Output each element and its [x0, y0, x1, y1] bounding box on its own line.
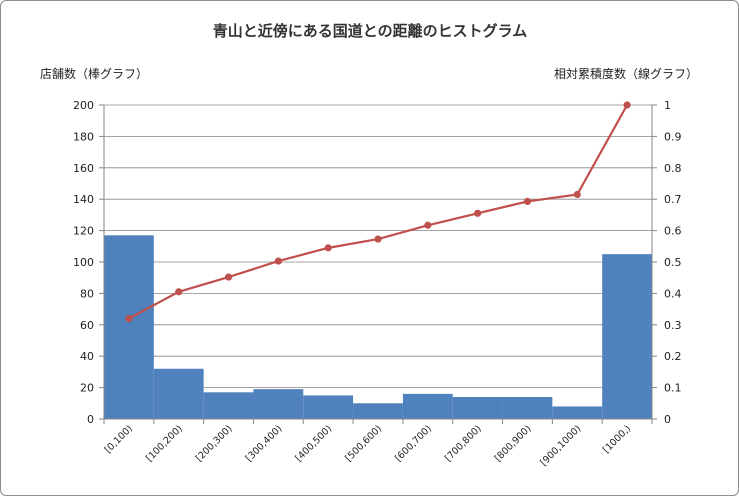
bar	[253, 389, 304, 419]
line-point	[523, 197, 532, 205]
line-point	[374, 235, 382, 243]
bar	[303, 395, 354, 419]
left-tick-labels: 0 20 40 60 80 100 120 140 160 180 200	[73, 99, 94, 426]
right-tick-label: 0.4	[664, 287, 682, 300]
line-point	[175, 288, 183, 296]
x-tick-label: [200,300)	[194, 423, 235, 464]
right-axis-title: 相対累積度数（線グラフ）	[554, 66, 698, 81]
left-tick-label: 0	[87, 413, 94, 426]
line-point	[324, 244, 332, 252]
x-tick-label: [700,800)	[443, 423, 484, 464]
right-tick-label: 1	[664, 99, 671, 112]
axes	[99, 104, 657, 424]
right-tick-label: 0	[664, 413, 671, 426]
right-tick-labels: 0 0.1 0.2 0.3 0.4 0.5 0.6 0.7 0.8 0.9 1	[664, 99, 682, 426]
x-tick-labels: [0,100) [100,200) [200,300) [300,400) [400,5…	[103, 423, 633, 468]
line-point	[424, 221, 432, 229]
bar	[153, 368, 204, 419]
bar	[353, 403, 403, 419]
line-point	[623, 101, 631, 109]
bar	[502, 397, 553, 419]
right-tick-label: 0.7	[664, 193, 682, 206]
bar	[602, 254, 652, 419]
right-tick-label: 0.2	[664, 350, 682, 363]
x-tick-label: [600,700)	[393, 423, 434, 464]
bar	[552, 406, 603, 419]
left-tick-label: 80	[80, 287, 94, 300]
left-tick-label: 160	[73, 162, 94, 175]
bar	[402, 393, 453, 419]
line-point	[474, 209, 482, 217]
x-tick-label: [100,200)	[144, 423, 185, 464]
bar	[452, 397, 503, 419]
right-tick-label: 0.1	[664, 382, 682, 395]
line-point	[224, 273, 233, 281]
left-tick-label: 140	[73, 193, 94, 206]
cumulative-line	[128, 104, 629, 320]
bar	[104, 235, 154, 419]
x-tick-label: [300,400)	[244, 423, 285, 464]
chart-title: 青山と近傍にある国道との距離のヒストグラム	[213, 22, 527, 40]
line-point	[274, 257, 282, 265]
x-tick-label: [1000,)	[601, 423, 633, 455]
left-tick-label: 100	[73, 256, 94, 269]
line-series	[125, 101, 631, 323]
left-tick-label: 40	[80, 350, 94, 363]
left-tick-label: 120	[73, 225, 94, 238]
x-tick-label: [0,100)	[103, 423, 135, 455]
x-tick-label: [500,600)	[343, 423, 384, 464]
left-tick-label: 60	[80, 319, 94, 332]
left-tick-label: 180	[73, 130, 94, 143]
left-tick-label: 200	[73, 99, 94, 112]
x-tick-label: [800,900)	[493, 423, 534, 464]
x-tick-label: [900,1000)	[538, 423, 583, 468]
gridlines	[104, 104, 652, 389]
right-tick-label: 0.8	[664, 162, 682, 175]
right-tick-label: 0.3	[664, 319, 682, 332]
left-tick-label: 20	[80, 382, 94, 395]
right-tick-label: 0.9	[664, 130, 682, 143]
right-tick-label: 0.6	[664, 225, 682, 238]
line-point	[125, 314, 133, 323]
bar-series	[104, 235, 652, 419]
line-point	[573, 190, 581, 199]
left-axis-title: 店舗数（棒グラフ）	[40, 66, 148, 81]
x-tick-label: [400,500)	[294, 423, 335, 464]
right-tick-label: 0.5	[664, 256, 682, 269]
bar	[203, 392, 254, 419]
